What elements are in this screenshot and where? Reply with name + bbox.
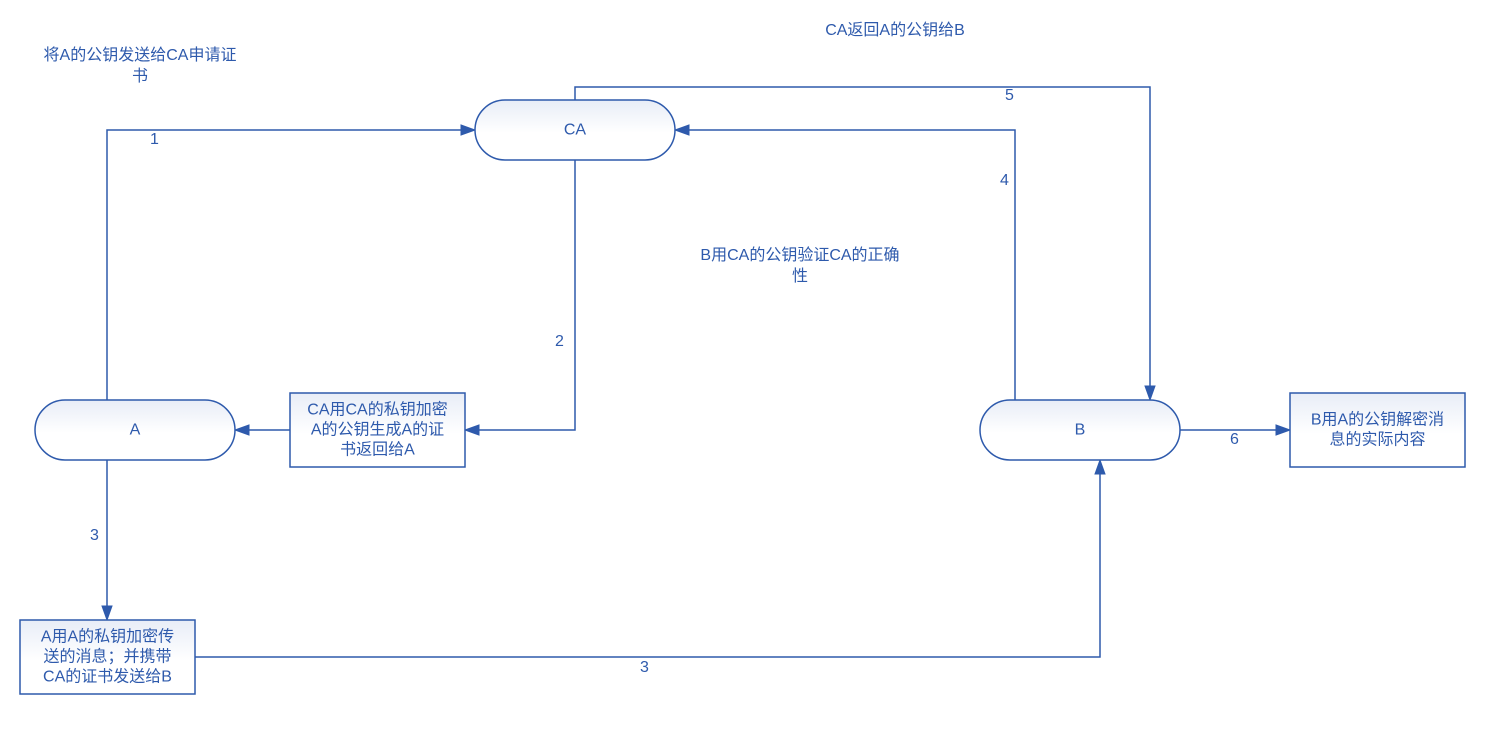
free-label-line: 书 <box>132 67 148 85</box>
edge-label: 1 <box>150 131 159 148</box>
label-label_top_left: 将A的公钥发送给CA申请证书 <box>44 46 237 85</box>
node-label: CA的证书发送给B <box>43 667 172 685</box>
node-label: CA <box>564 121 587 138</box>
edge-label: 5 <box>1005 87 1014 104</box>
node-label: A的公钥生成A的证 <box>311 420 444 438</box>
node-label: 息的实际内容 <box>1329 430 1425 448</box>
edge-e2: 2 <box>465 160 575 435</box>
node-box_b_decrypt: B用A的公钥解密消息的实际内容 <box>1290 393 1465 467</box>
node-label: 送的消息；并携带 <box>43 647 171 665</box>
node-label: B <box>1075 421 1086 438</box>
nodes-layer: A CA B CA用CA的私钥加密 A的公钥生成A的证书返回给A A用A的私钥加密传送的消… <box>20 100 1465 694</box>
edge-label: 2 <box>555 333 564 350</box>
node-CA: CA <box>475 100 675 160</box>
label-label_top_right: CA返回A的公钥给B <box>825 21 965 39</box>
edge-e3b: 3 <box>195 460 1105 676</box>
edges-layer: 1 2 3 3 4 5 6 <box>90 87 1290 676</box>
node-label: CA用CA的私钥加密 <box>307 400 447 418</box>
edge-label: 3 <box>90 527 99 544</box>
edge-e1: 1 <box>107 125 475 400</box>
node-B: B <box>980 400 1180 460</box>
label-label_mid_right: B用CA的公钥验证CA的正确性 <box>700 246 899 285</box>
edge-e2b <box>235 425 290 435</box>
node-label: A <box>130 421 141 438</box>
node-box_a_send: A用A的私钥加密传送的消息；并携带 CA的证书发送给B <box>20 620 195 694</box>
free-label-line: 将A的公钥发送给CA申请证 <box>44 46 237 64</box>
node-box_ca_encrypt: CA用CA的私钥加密 A的公钥生成A的证书返回给A <box>290 393 465 467</box>
edge-label: 6 <box>1230 431 1239 448</box>
edge-label: 3 <box>640 659 649 676</box>
free-label-line: CA返回A的公钥给B <box>825 21 965 39</box>
edge-e3a: 3 <box>90 460 112 620</box>
node-label: B用A的公钥解密消 <box>1311 410 1444 428</box>
free-label-line: 性 <box>792 267 808 285</box>
node-label: 书返回给A <box>340 440 415 458</box>
node-label: A用A的私钥加密传 <box>41 627 174 645</box>
node-A: A <box>35 400 235 460</box>
free-label-line: B用CA的公钥验证CA的正确 <box>700 246 899 264</box>
edge-e6: 6 <box>1180 425 1290 448</box>
edge-label: 4 <box>1000 172 1009 189</box>
